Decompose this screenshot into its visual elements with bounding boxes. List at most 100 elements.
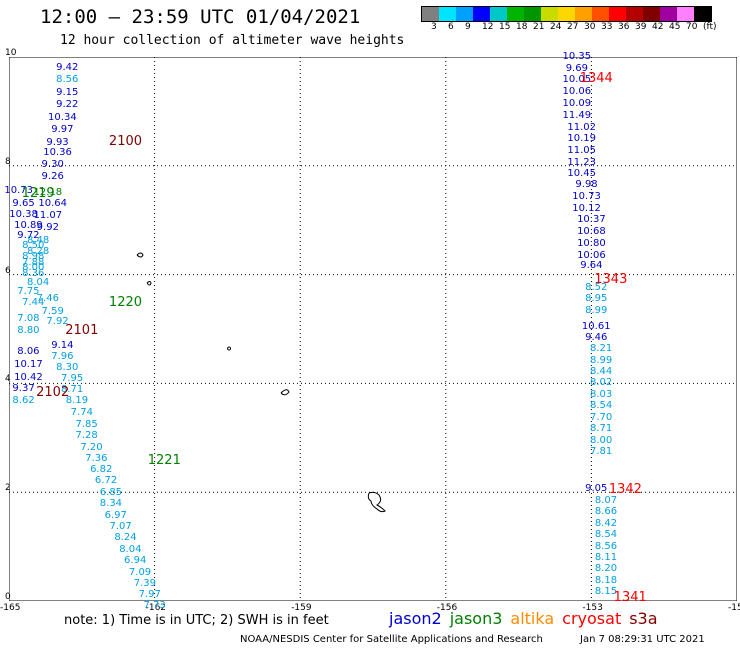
wave-height-value: 7.39 xyxy=(133,578,157,590)
colorbar-label: 39 xyxy=(635,22,647,32)
colorbar-swatch xyxy=(694,7,711,21)
wave-height-value: 8.30 xyxy=(56,362,79,374)
colorbar-label: 3 xyxy=(431,22,437,32)
wave-height-value: 10.06 xyxy=(577,249,606,261)
wave-height-value: 11.07 xyxy=(33,210,63,222)
wave-height-value: 7.08 xyxy=(17,313,40,325)
wave-height-value: 10.73 xyxy=(572,190,601,202)
wave-height-value: 7.74 xyxy=(70,407,93,419)
pass-time-label: 1343 xyxy=(594,271,628,287)
wave-height-value: 7.88 xyxy=(22,256,45,268)
colorbar-label: 33 xyxy=(601,22,613,32)
colorbar-label: 18 xyxy=(516,22,528,32)
wave-height-value: 8.34 xyxy=(99,498,123,510)
wave-height-value: 7.46 xyxy=(36,293,59,305)
colorbar-label: 30 xyxy=(584,22,596,32)
colorbar-swatch xyxy=(575,7,592,21)
wave-height-value: 9.65 xyxy=(12,197,35,209)
pass-time-label: 1221 xyxy=(147,453,181,469)
colorbar-label: (ft) xyxy=(703,22,717,32)
colorbar-swatch xyxy=(507,7,524,21)
wave-height-value: 9.05 xyxy=(585,483,608,495)
colorbar-swatch xyxy=(677,7,694,21)
wave-height-value: 9.26 xyxy=(41,170,64,182)
colorbar-swatch xyxy=(626,7,643,21)
wave-height-value: 8.95 xyxy=(585,293,608,305)
wave-height-value: 10.05 xyxy=(562,73,592,85)
wave-height-value: 8.00 xyxy=(589,434,613,446)
wave-height-value: 9.72 xyxy=(17,229,40,241)
wave-height-value: 7.97 xyxy=(138,589,161,601)
wave-height-value: 8.07 xyxy=(594,494,618,506)
wave-height-value: 7.36 xyxy=(85,453,108,465)
wave-height-value: 7.85 xyxy=(75,418,98,430)
colorbar-swatch xyxy=(660,7,677,21)
wave-height-value: 9.98 xyxy=(575,179,598,191)
wave-height-value: 9.22 xyxy=(56,99,79,111)
wave-height-value: 7.20 xyxy=(80,441,103,453)
island-outline xyxy=(136,252,144,258)
colorbar-label: 9 xyxy=(465,22,471,32)
pass-time-label: 2101 xyxy=(65,323,99,339)
wave-height-value: 9.37 xyxy=(12,383,35,395)
wave-height-value: 8.04 xyxy=(119,543,142,555)
map-subtitle: 12 hour collection of altimeter wave hei… xyxy=(60,33,405,48)
longitude-tick: -156 xyxy=(436,603,458,613)
wave-height-value: 8.56 xyxy=(56,74,79,86)
wave-height-value: 6.97 xyxy=(104,509,127,521)
wave-height-value: 10.38 xyxy=(9,209,38,221)
wave-height-value: 10.89 xyxy=(14,219,43,231)
wave-height-value: 7.92 xyxy=(46,316,69,328)
wave-height-value: 6.72 xyxy=(94,475,118,487)
wave-height-value: 10.45 xyxy=(567,167,597,179)
satellite-legend-item: altika xyxy=(510,609,555,628)
wave-height-value: 8.71 xyxy=(60,384,84,396)
colorbar-label: 70 xyxy=(686,22,698,32)
colorbar-label: 27 xyxy=(567,22,579,32)
wave-height-value: 11.23 xyxy=(567,156,597,168)
wave-height-value: 10.42 xyxy=(14,371,43,383)
wave-height-value: 9.15 xyxy=(56,86,79,98)
wave-height-value: 8.54 xyxy=(589,400,613,412)
wave-height-value: 8.71 xyxy=(589,423,613,435)
wave-height-value: 8.50 xyxy=(22,240,45,252)
wave-height-value: 10.37 xyxy=(577,214,606,226)
wave-height-value: 8.15 xyxy=(594,586,618,598)
credit-line: NOAA/NESDIS Center for Satellite Applica… xyxy=(240,634,543,645)
wave-height-value: 9.46 xyxy=(585,331,608,343)
wave-height-value: 8.02 xyxy=(589,377,613,389)
colorbar-label: 24 xyxy=(550,22,562,32)
wave-height-value: 10.12 xyxy=(572,202,601,214)
wave-height-value: 11.02 xyxy=(567,121,597,133)
longitude-tick: -165 xyxy=(0,603,21,613)
generated-timestamp: Jan 7 08:29:31 UTC 2021 xyxy=(580,634,705,645)
wave-height-value: 10.06 xyxy=(562,86,592,98)
pass-time-label: 2102 xyxy=(36,384,70,400)
wave-height-value: 6.85 xyxy=(99,486,123,498)
wave-height-value: 8.48 xyxy=(26,234,50,246)
longitude-tick: -159 xyxy=(291,603,312,613)
wave-height-value: 7.44 xyxy=(22,296,45,308)
satellite-legend-item: jason2 xyxy=(389,609,442,628)
latitude-tick: 2 xyxy=(5,483,11,494)
wave-height-value: 8.42 xyxy=(594,517,618,529)
latitude-tick: 6 xyxy=(5,265,11,276)
colorbar-swatch xyxy=(609,7,626,21)
island-outline xyxy=(367,491,386,513)
colorbar-label: 45 xyxy=(669,22,681,32)
wave-height-value: 6.94 xyxy=(124,555,147,567)
wave-height-value: 8.80 xyxy=(17,324,40,336)
wave-height-value: 12.18 xyxy=(33,187,63,198)
colorbar-swatch xyxy=(490,7,507,21)
wave-height-value: 8.11 xyxy=(594,552,618,564)
wave-height-value: 10.80 xyxy=(577,237,606,249)
latitude-tick: 10 xyxy=(5,48,17,58)
island-outline xyxy=(146,281,152,286)
wave-height-value: 7.59 xyxy=(41,305,64,317)
colorbar-swatch xyxy=(439,7,456,21)
wave-height-value: 7.95 xyxy=(60,373,84,385)
wave-height-value: 10.34 xyxy=(48,111,77,123)
wave-height-value: 7.70 xyxy=(589,411,613,423)
satellite-legend: jason2 jason3 altika cryosat s3a xyxy=(389,609,666,628)
colorbar-swatch xyxy=(558,7,575,21)
